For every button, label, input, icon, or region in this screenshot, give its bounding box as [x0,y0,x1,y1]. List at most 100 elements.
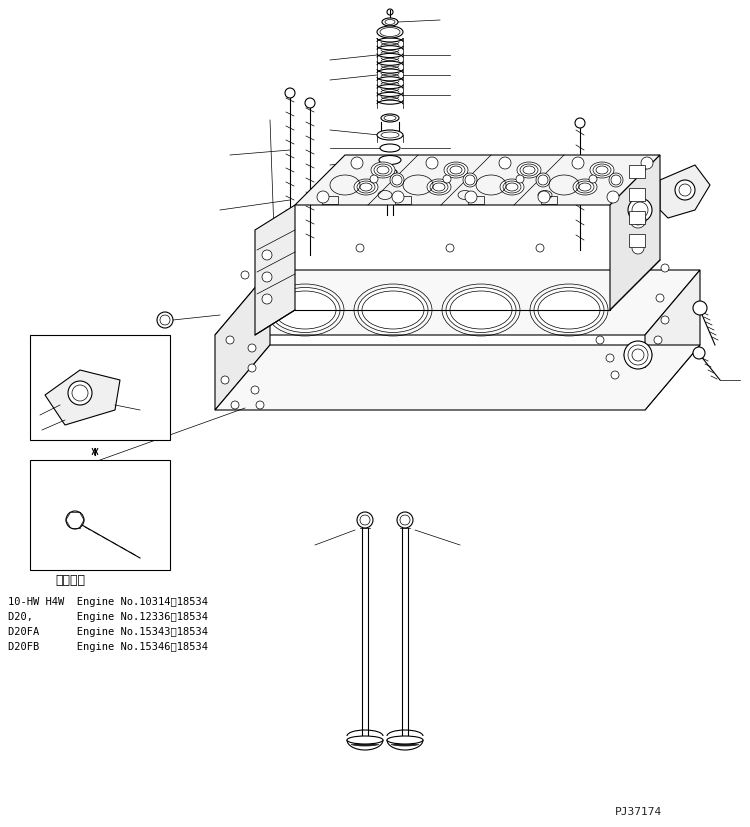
Circle shape [499,157,511,169]
Text: D20FB      Engine No.15346～18534: D20FB Engine No.15346～18534 [8,642,208,652]
Ellipse shape [377,26,403,38]
Circle shape [641,157,653,169]
Ellipse shape [573,179,597,195]
Circle shape [285,88,295,98]
Polygon shape [610,155,660,310]
Circle shape [632,242,644,254]
Circle shape [606,354,614,362]
Polygon shape [629,234,645,247]
Circle shape [426,157,438,169]
Ellipse shape [371,162,395,178]
Circle shape [609,173,623,187]
Polygon shape [215,345,700,410]
Circle shape [390,173,404,187]
Text: 10-HW H4W  Engine No.10314～18534: 10-HW H4W Engine No.10314～18534 [8,597,208,607]
Bar [30,460,170,570]
Ellipse shape [382,18,398,26]
Circle shape [66,511,84,529]
Circle shape [392,191,404,203]
Ellipse shape [444,162,468,178]
Circle shape [611,371,619,379]
Ellipse shape [379,155,401,165]
Text: D20,       Engine No.12336～18534: D20, Engine No.12336～18534 [8,612,208,622]
Ellipse shape [354,179,378,195]
Polygon shape [629,188,645,201]
Circle shape [621,251,629,259]
Circle shape [465,191,477,203]
Circle shape [357,512,373,528]
Bar [322,196,338,204]
Circle shape [693,347,705,359]
Circle shape [226,336,234,344]
Circle shape [262,250,272,260]
Polygon shape [645,270,700,410]
Ellipse shape [500,179,524,195]
Circle shape [661,264,669,272]
Ellipse shape [381,114,399,122]
Bar [30,335,170,440]
Circle shape [536,244,544,252]
Circle shape [661,316,669,324]
Circle shape [221,376,229,384]
Text: 適用号機: 適用号機 [55,573,85,586]
Circle shape [305,98,315,108]
Polygon shape [215,270,270,410]
Ellipse shape [383,169,397,175]
Ellipse shape [380,144,400,152]
Ellipse shape [517,162,541,178]
Ellipse shape [590,162,614,178]
Polygon shape [660,165,710,218]
Polygon shape [215,270,700,335]
Circle shape [157,312,173,328]
Circle shape [654,336,662,344]
Ellipse shape [358,288,428,332]
Text: PJ37174: PJ37174 [615,807,662,817]
Circle shape [656,294,664,302]
Circle shape [516,175,524,183]
Circle shape [68,381,92,405]
Circle shape [596,336,604,344]
Ellipse shape [377,130,403,140]
Circle shape [575,118,585,128]
Circle shape [397,512,413,528]
Polygon shape [629,211,645,224]
Circle shape [538,191,550,203]
Circle shape [624,341,652,369]
Circle shape [536,173,550,187]
Circle shape [446,244,454,252]
Bar [395,196,411,204]
Circle shape [248,344,256,352]
Circle shape [589,175,597,183]
Circle shape [443,175,451,183]
Polygon shape [629,165,645,178]
Text: D20FA      Engine No.15343～18534: D20FA Engine No.15343～18534 [8,627,208,637]
Ellipse shape [387,736,423,744]
Circle shape [607,191,619,203]
Ellipse shape [427,179,451,195]
Polygon shape [295,155,660,205]
Circle shape [262,294,272,304]
Polygon shape [45,370,120,425]
Circle shape [256,401,264,409]
Ellipse shape [270,288,340,332]
Circle shape [356,244,364,252]
Circle shape [675,180,695,200]
Circle shape [262,272,272,282]
Circle shape [276,256,284,264]
Bar [468,196,484,204]
Ellipse shape [347,736,383,744]
Circle shape [248,364,256,372]
Ellipse shape [534,288,604,332]
Circle shape [693,301,707,315]
Polygon shape [255,205,295,335]
Circle shape [351,157,363,169]
Circle shape [317,191,329,203]
Circle shape [231,401,239,409]
Circle shape [630,212,646,228]
Circle shape [241,271,249,279]
Circle shape [251,386,259,394]
Ellipse shape [446,288,516,332]
Bar [541,196,557,204]
Circle shape [463,173,477,187]
Circle shape [370,175,378,183]
